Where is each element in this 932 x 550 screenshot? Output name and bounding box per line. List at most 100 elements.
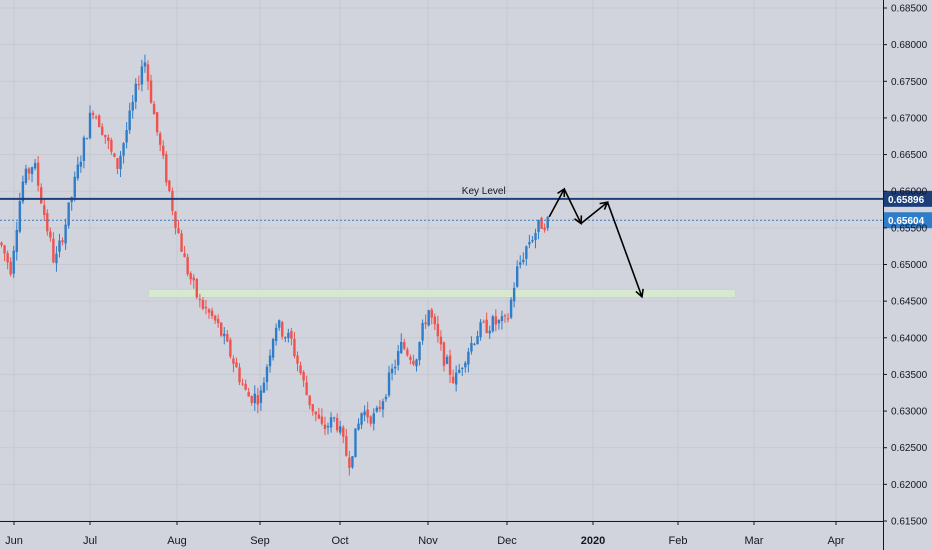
- candle-body: [314, 411, 318, 415]
- candle-body: [262, 382, 266, 393]
- candle-body: [482, 321, 485, 323]
- candle-body: [515, 266, 519, 287]
- candle-body: [116, 158, 119, 169]
- candle-body: [259, 390, 263, 403]
- support-zone-layer: [147, 288, 737, 298]
- candle-body: [119, 155, 122, 170]
- candle-body: [265, 366, 269, 383]
- candle-body: [149, 80, 153, 103]
- candle-body: [101, 126, 104, 135]
- y-tick-label: 0.65000: [891, 260, 928, 271]
- candle-body: [351, 456, 354, 468]
- candle-body: [531, 239, 534, 242]
- candle-body: [30, 167, 34, 175]
- candle-body: [506, 318, 510, 320]
- candle-body: [3, 245, 6, 254]
- candle-body: [323, 424, 327, 430]
- support-zone: [147, 288, 737, 298]
- candle-body: [448, 355, 452, 375]
- candle-body: [18, 201, 22, 232]
- candle-body: [525, 246, 528, 259]
- candle-body: [140, 66, 144, 85]
- projection-arrow-head: [635, 288, 644, 299]
- candle-body: [220, 322, 223, 336]
- candle-body: [302, 371, 305, 381]
- y-tick-label: 0.67000: [891, 113, 928, 124]
- candle-body: [403, 342, 406, 349]
- candle-body: [171, 190, 174, 211]
- candle-body: [430, 309, 433, 318]
- candle-body: [64, 224, 67, 244]
- candle-body: [400, 341, 403, 354]
- candle-body: [33, 163, 37, 169]
- x-tick-label: Dec: [497, 535, 517, 547]
- candle-body: [168, 180, 171, 191]
- candle-body: [372, 413, 375, 424]
- candle-body: [461, 368, 464, 370]
- candle-body: [204, 306, 208, 309]
- candle-body: [369, 416, 372, 424]
- candle-body: [165, 154, 168, 183]
- candle-body: [393, 366, 397, 369]
- candle-body: [415, 359, 418, 367]
- candle-body: [137, 84, 141, 86]
- candle-body: [235, 362, 238, 368]
- candle-body: [458, 369, 461, 373]
- candle-body: [491, 316, 494, 332]
- candle-body: [546, 217, 549, 229]
- candle-body: [479, 322, 482, 338]
- candle-body: [226, 333, 229, 342]
- candle-body: [21, 181, 25, 202]
- candle-body: [216, 319, 220, 324]
- x-tick-label: 2020: [581, 535, 605, 547]
- levels: Key Level 0.65896 0.65604: [0, 186, 932, 229]
- candle-body: [476, 336, 479, 345]
- candle-body: [445, 356, 449, 364]
- y-tick-label: 0.67500: [891, 77, 928, 88]
- candle-body: [271, 338, 275, 358]
- projection-arrow-segment: [606, 201, 643, 298]
- candle-body: [308, 395, 311, 406]
- candle-body: [104, 134, 107, 138]
- x-tick-label: Feb: [669, 535, 688, 547]
- candle-body: [387, 372, 391, 396]
- candle-body: [162, 145, 165, 156]
- candle-body: [464, 362, 467, 368]
- y-tick-label: 0.62500: [891, 443, 928, 454]
- candle-body: [195, 278, 199, 298]
- candle-body: [241, 383, 244, 385]
- candle-body: [256, 395, 260, 405]
- candle-body: [281, 322, 284, 337]
- candle-body: [238, 367, 241, 383]
- candle-body: [201, 299, 205, 309]
- key-level-price-label: 0.65896: [888, 195, 925, 206]
- x-tick-label: Jul: [83, 535, 97, 547]
- candle-body: [534, 232, 537, 240]
- candle-body: [55, 253, 58, 264]
- candle-body: [24, 168, 28, 183]
- candle-body: [384, 396, 388, 400]
- candle-body: [58, 240, 61, 252]
- candle-body: [244, 383, 247, 390]
- y-tick-label: 0.63000: [891, 407, 928, 418]
- candle-body: [277, 320, 281, 328]
- candle-body: [143, 62, 147, 67]
- y-tick-label: 0.68000: [891, 40, 928, 51]
- candle-body: [210, 310, 214, 317]
- candle-body: [290, 331, 293, 339]
- candle-body: [317, 414, 321, 419]
- candle-body: [342, 427, 345, 437]
- candle-body: [253, 393, 256, 404]
- candle-body: [418, 342, 421, 361]
- y-tick-label: 0.64500: [891, 297, 928, 308]
- candle-body: [433, 316, 437, 325]
- candle-body: [485, 319, 488, 333]
- candle-body: [88, 112, 92, 139]
- candle-body: [223, 333, 226, 337]
- candle-body: [363, 411, 366, 416]
- x-tick-label: Sep: [250, 535, 270, 547]
- candle-body: [348, 457, 351, 468]
- y-tick-label: 0.62000: [891, 480, 928, 491]
- candle-body: [232, 358, 235, 364]
